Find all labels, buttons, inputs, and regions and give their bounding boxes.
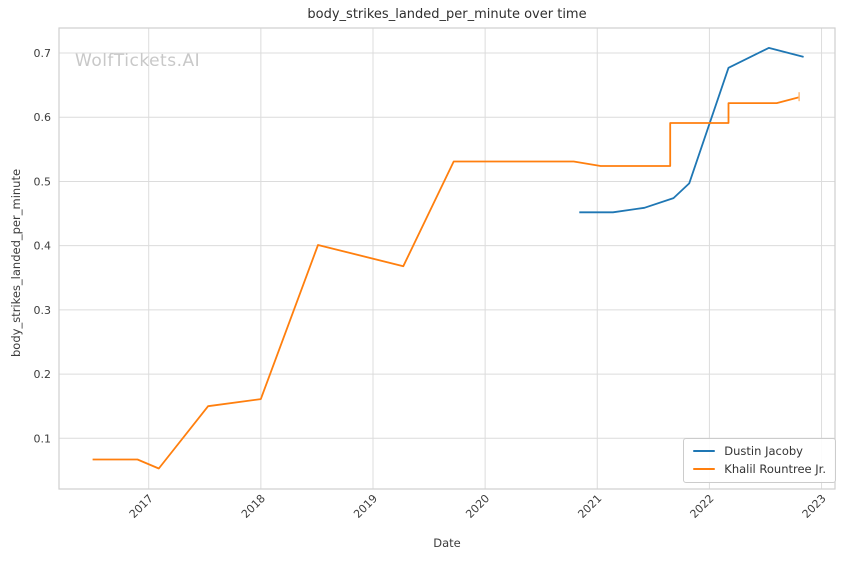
legend-line-swatch-orange	[693, 467, 716, 471]
y-tick-label: 0.3	[34, 304, 52, 317]
legend-label: Dustin Jacoby	[724, 444, 803, 458]
x-tick-label: 2022	[688, 492, 717, 521]
plot-border	[58, 27, 836, 490]
x-axis-label: Date	[433, 536, 461, 550]
y-tick-label: 0.4	[34, 240, 52, 253]
series-line-khalil-rountree-jr-	[92, 96, 800, 470]
y-tick-label: 0.5	[34, 175, 52, 188]
legend-label: Khalil Rountree Jr.	[724, 462, 826, 476]
x-tick-label: 2021	[575, 492, 604, 521]
y-tick-label: 0.7	[34, 47, 52, 60]
watermark: WolfTickets.AI	[75, 51, 201, 71]
y-tick-label: 0.1	[34, 432, 52, 445]
x-tick-label: 2017	[127, 492, 156, 521]
x-tick-label: 2023	[800, 492, 829, 521]
y-tick-label: 0.6	[34, 111, 52, 124]
legend: Dustin Jacoby Khalil Rountree Jr.	[683, 438, 836, 483]
legend-line-swatch-blue	[693, 449, 716, 453]
y-tick-label: 0.2	[34, 368, 52, 381]
legend-item-dustin-jacoby: Dustin Jacoby	[693, 444, 826, 458]
x-tick-label: 2018	[239, 492, 268, 521]
legend-item-khalil-rountree-jr: Khalil Rountree Jr.	[693, 462, 826, 476]
chart-title: body_strikes_landed_per_minute over time	[307, 7, 587, 22]
x-tick-label: 2020	[463, 492, 492, 521]
y-axis-label: body_strikes_landed_per_minute	[9, 168, 23, 357]
series-line-dustin-jacoby	[579, 47, 804, 214]
x-tick-label: 2019	[351, 492, 380, 521]
